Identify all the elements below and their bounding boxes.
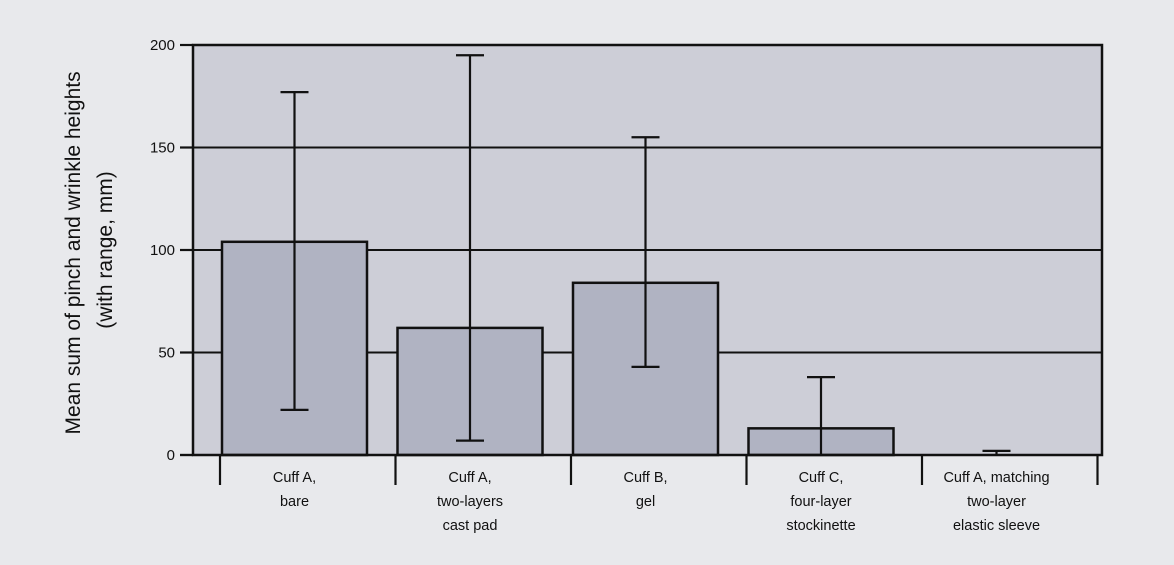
x-tick-label-line: two-layers bbox=[437, 494, 503, 510]
axes bbox=[180, 43, 1099, 485]
y-tick-label: 100 bbox=[150, 242, 175, 259]
y-axis-label-line-1: Mean sum of pinch and wrinkle heights bbox=[62, 71, 85, 434]
x-tick-label-line: Cuff B, bbox=[623, 470, 667, 486]
error-bar bbox=[456, 54, 484, 442]
x-tick-label-line: stockinette bbox=[786, 518, 855, 534]
error-bar bbox=[280, 91, 309, 411]
y-tick-label: 50 bbox=[158, 345, 175, 362]
x-tick-label-line: Cuff C, bbox=[799, 470, 844, 486]
x-tick-label-line: gel bbox=[636, 494, 655, 510]
x-tick-label-line: elastic sleeve bbox=[953, 518, 1040, 534]
x-tick-label-line: Cuff A, bbox=[448, 470, 491, 486]
x-tick-label-line: cast pad bbox=[443, 518, 498, 534]
y-axis-label-line-2: (with range, mm) bbox=[94, 171, 117, 329]
x-tick-label: Cuff B, gel bbox=[623, 470, 667, 510]
error-bar bbox=[807, 376, 835, 455]
y-tick-label: 150 bbox=[150, 140, 175, 157]
error-bars bbox=[280, 54, 1011, 455]
y-axis-label: Mean sum of pinch and wrinkle heights (w… bbox=[62, 66, 117, 435]
x-tick-label: Cuff C, four-layer stockinette bbox=[786, 470, 855, 534]
y-tick-label: 0 bbox=[167, 447, 175, 464]
x-tick-label-line: bare bbox=[280, 494, 309, 510]
x-tick-label-line: Cuff A, bbox=[273, 470, 316, 486]
x-tick-label: Cuff A, bare bbox=[273, 470, 316, 510]
error-bar bbox=[631, 136, 660, 368]
x-tick-label-line: four-layer bbox=[790, 494, 851, 510]
x-tick-label-line: Cuff A, matching bbox=[943, 470, 1049, 486]
y-tick-label: 200 bbox=[150, 37, 175, 54]
x-tick-label-line: two-layer bbox=[967, 494, 1026, 510]
x-tick-label: Cuff A, two-layers cast pad bbox=[437, 470, 503, 534]
x-tick-label: Cuff A, matching two-layer elastic sleeve bbox=[943, 470, 1049, 534]
